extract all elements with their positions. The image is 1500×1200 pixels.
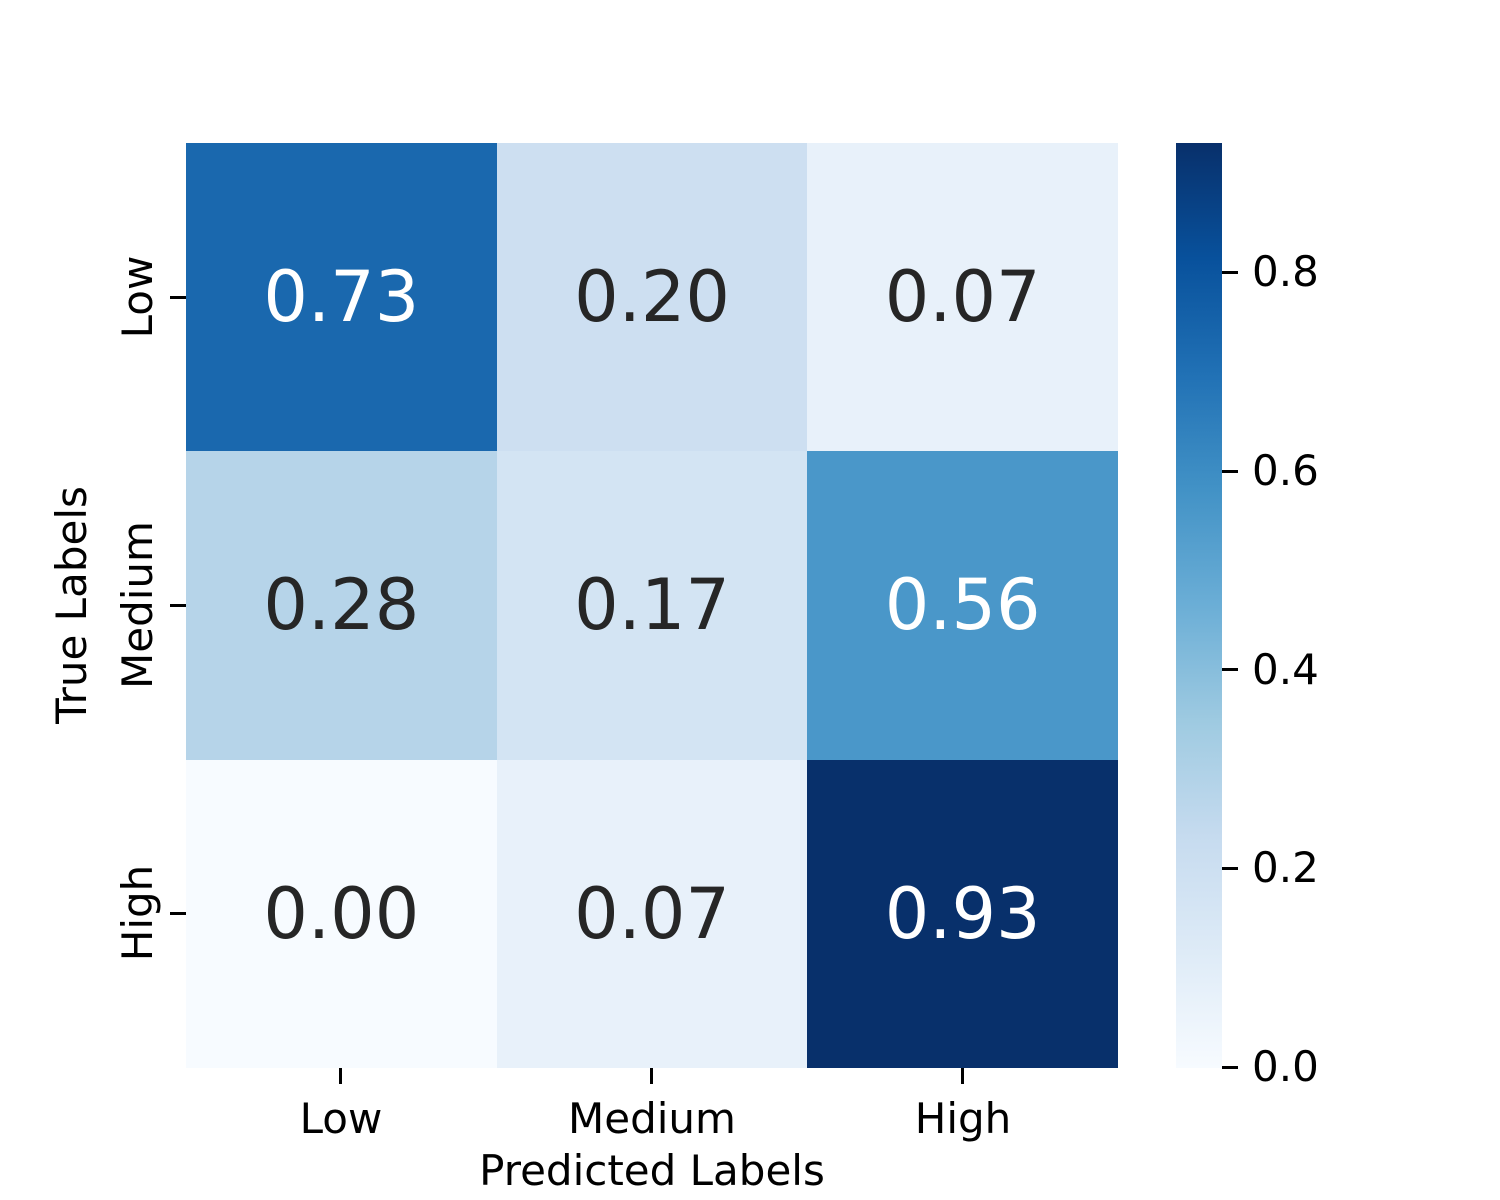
colorbar-tick-label: 0.4 bbox=[1252, 645, 1319, 694]
colorbar-tick-label: 0.6 bbox=[1252, 446, 1319, 495]
cell-value: 0.93 bbox=[884, 872, 1041, 955]
y-axis-title: True Labels bbox=[47, 486, 96, 724]
heatmap-cell-medium-high: 0.56 bbox=[807, 451, 1118, 760]
x-tick-mark bbox=[339, 1068, 342, 1084]
heatmap-cell-high-medium: 0.07 bbox=[496, 759, 808, 1068]
heatmap-cell-low-high: 0.07 bbox=[807, 143, 1118, 452]
cell-value: 0.20 bbox=[574, 256, 730, 339]
heatmap-cell-low-medium: 0.20 bbox=[496, 143, 808, 452]
y-tick-label-medium: Medium bbox=[113, 521, 162, 689]
x-tick-label-low: Low bbox=[299, 1094, 383, 1143]
heatmap-cell-low-low: 0.73 bbox=[186, 143, 497, 452]
y-tick-mark bbox=[170, 912, 186, 915]
colorbar-gradient bbox=[1176, 143, 1222, 1068]
colorbar-tick-mark bbox=[1222, 271, 1238, 274]
colorbar-tick-label: 0.8 bbox=[1252, 247, 1319, 296]
heatmap-cell-medium-low: 0.28 bbox=[186, 451, 497, 760]
y-tick-mark bbox=[170, 296, 186, 299]
colorbar-tick-mark bbox=[1222, 867, 1238, 870]
colorbar-tick-label: 0.2 bbox=[1252, 843, 1319, 892]
cell-value: 0.00 bbox=[263, 872, 420, 955]
x-tick-mark bbox=[961, 1068, 964, 1084]
heatmap-cell-medium-medium: 0.17 bbox=[496, 451, 808, 760]
colorbar-tick-mark bbox=[1222, 668, 1238, 671]
cell-value: 0.07 bbox=[884, 256, 1041, 339]
x-axis-title: Predicted Labels bbox=[479, 1146, 825, 1195]
cell-value: 0.17 bbox=[574, 564, 730, 647]
colorbar-tick-mark bbox=[1222, 1066, 1238, 1069]
x-tick-mark bbox=[650, 1068, 653, 1084]
heatmap: 0.73 0.20 0.07 0.28 0.17 0.56 0.00 0.07 … bbox=[186, 143, 1118, 1068]
y-tick-mark bbox=[170, 604, 186, 607]
y-tick-label-high: High bbox=[113, 864, 162, 962]
cell-value: 0.07 bbox=[574, 872, 730, 955]
heatmap-cell-high-high: 0.93 bbox=[807, 759, 1118, 1068]
cell-value: 0.73 bbox=[263, 256, 420, 339]
cell-value: 0.56 bbox=[884, 564, 1041, 647]
cell-value: 0.28 bbox=[263, 564, 420, 647]
colorbar-tick-label: 0.0 bbox=[1252, 1042, 1319, 1091]
x-tick-label-medium: Medium bbox=[568, 1094, 736, 1143]
heatmap-cell-high-low: 0.00 bbox=[186, 759, 497, 1068]
x-tick-label-high: High bbox=[914, 1094, 1012, 1143]
y-tick-label-low: Low bbox=[113, 255, 162, 339]
colorbar-tick-mark bbox=[1222, 470, 1238, 473]
